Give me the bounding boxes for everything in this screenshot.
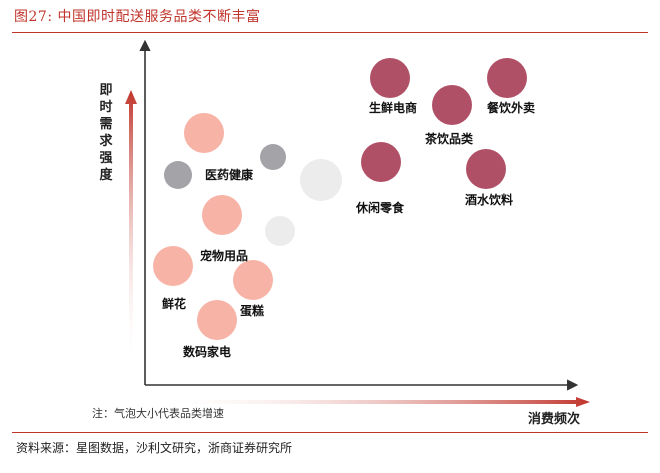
source-note: 资料来源：星图数据，沙利文研究，浙商证券研究所 (16, 441, 293, 455)
label-liquor-drinks: 酒水饮料 (465, 193, 514, 207)
label-leisure-snacks: 休闲零食 (356, 201, 405, 215)
bubble-size-note: 注：气泡大小代表品类增速 (92, 407, 224, 420)
source-rule (12, 432, 648, 433)
x-axis-label: 消费频次 (528, 412, 581, 427)
label-digital-appliances: 数码家电 (183, 345, 232, 359)
label-pet-supplies: 宠物用品 (200, 249, 249, 263)
label-catering-takeout: 餐饮外卖 (487, 101, 536, 115)
figure-title: 图27: 中国即时配送服务品类不断丰富 (14, 9, 261, 25)
bubble-catering-takeout (487, 58, 527, 98)
bubble-pet-supplies (202, 195, 242, 235)
label-tea-drinks: 茶饮品类 (425, 132, 474, 146)
bubble-gray-right (260, 144, 286, 170)
x-gradient-arrow (150, 397, 590, 407)
bubble-tea-drinks (432, 85, 472, 125)
label-flowers: 鲜花 (162, 297, 187, 311)
bubble-fresh-ecommerce (370, 58, 410, 98)
bubble-medicine-health (184, 113, 224, 153)
bubble-digital-appliances (197, 300, 237, 340)
bubble-leisure-snacks (361, 142, 401, 182)
bubble-faint-large (300, 159, 342, 201)
bubble-cake (233, 260, 273, 300)
bubble-flowers (153, 246, 193, 286)
bubble-gray-left (164, 161, 192, 189)
label-medicine-health: 医药健康 (205, 168, 254, 182)
y-axis-label: 即时需求强度 (99, 83, 113, 183)
label-cake: 蛋糕 (240, 304, 265, 318)
title-rule (12, 32, 648, 33)
bubble-liquor-drinks (466, 149, 506, 189)
bubble-faint-small (265, 216, 295, 246)
y-gradient-arrow (125, 90, 137, 368)
label-fresh-ecommerce: 生鲜电商 (369, 101, 418, 115)
